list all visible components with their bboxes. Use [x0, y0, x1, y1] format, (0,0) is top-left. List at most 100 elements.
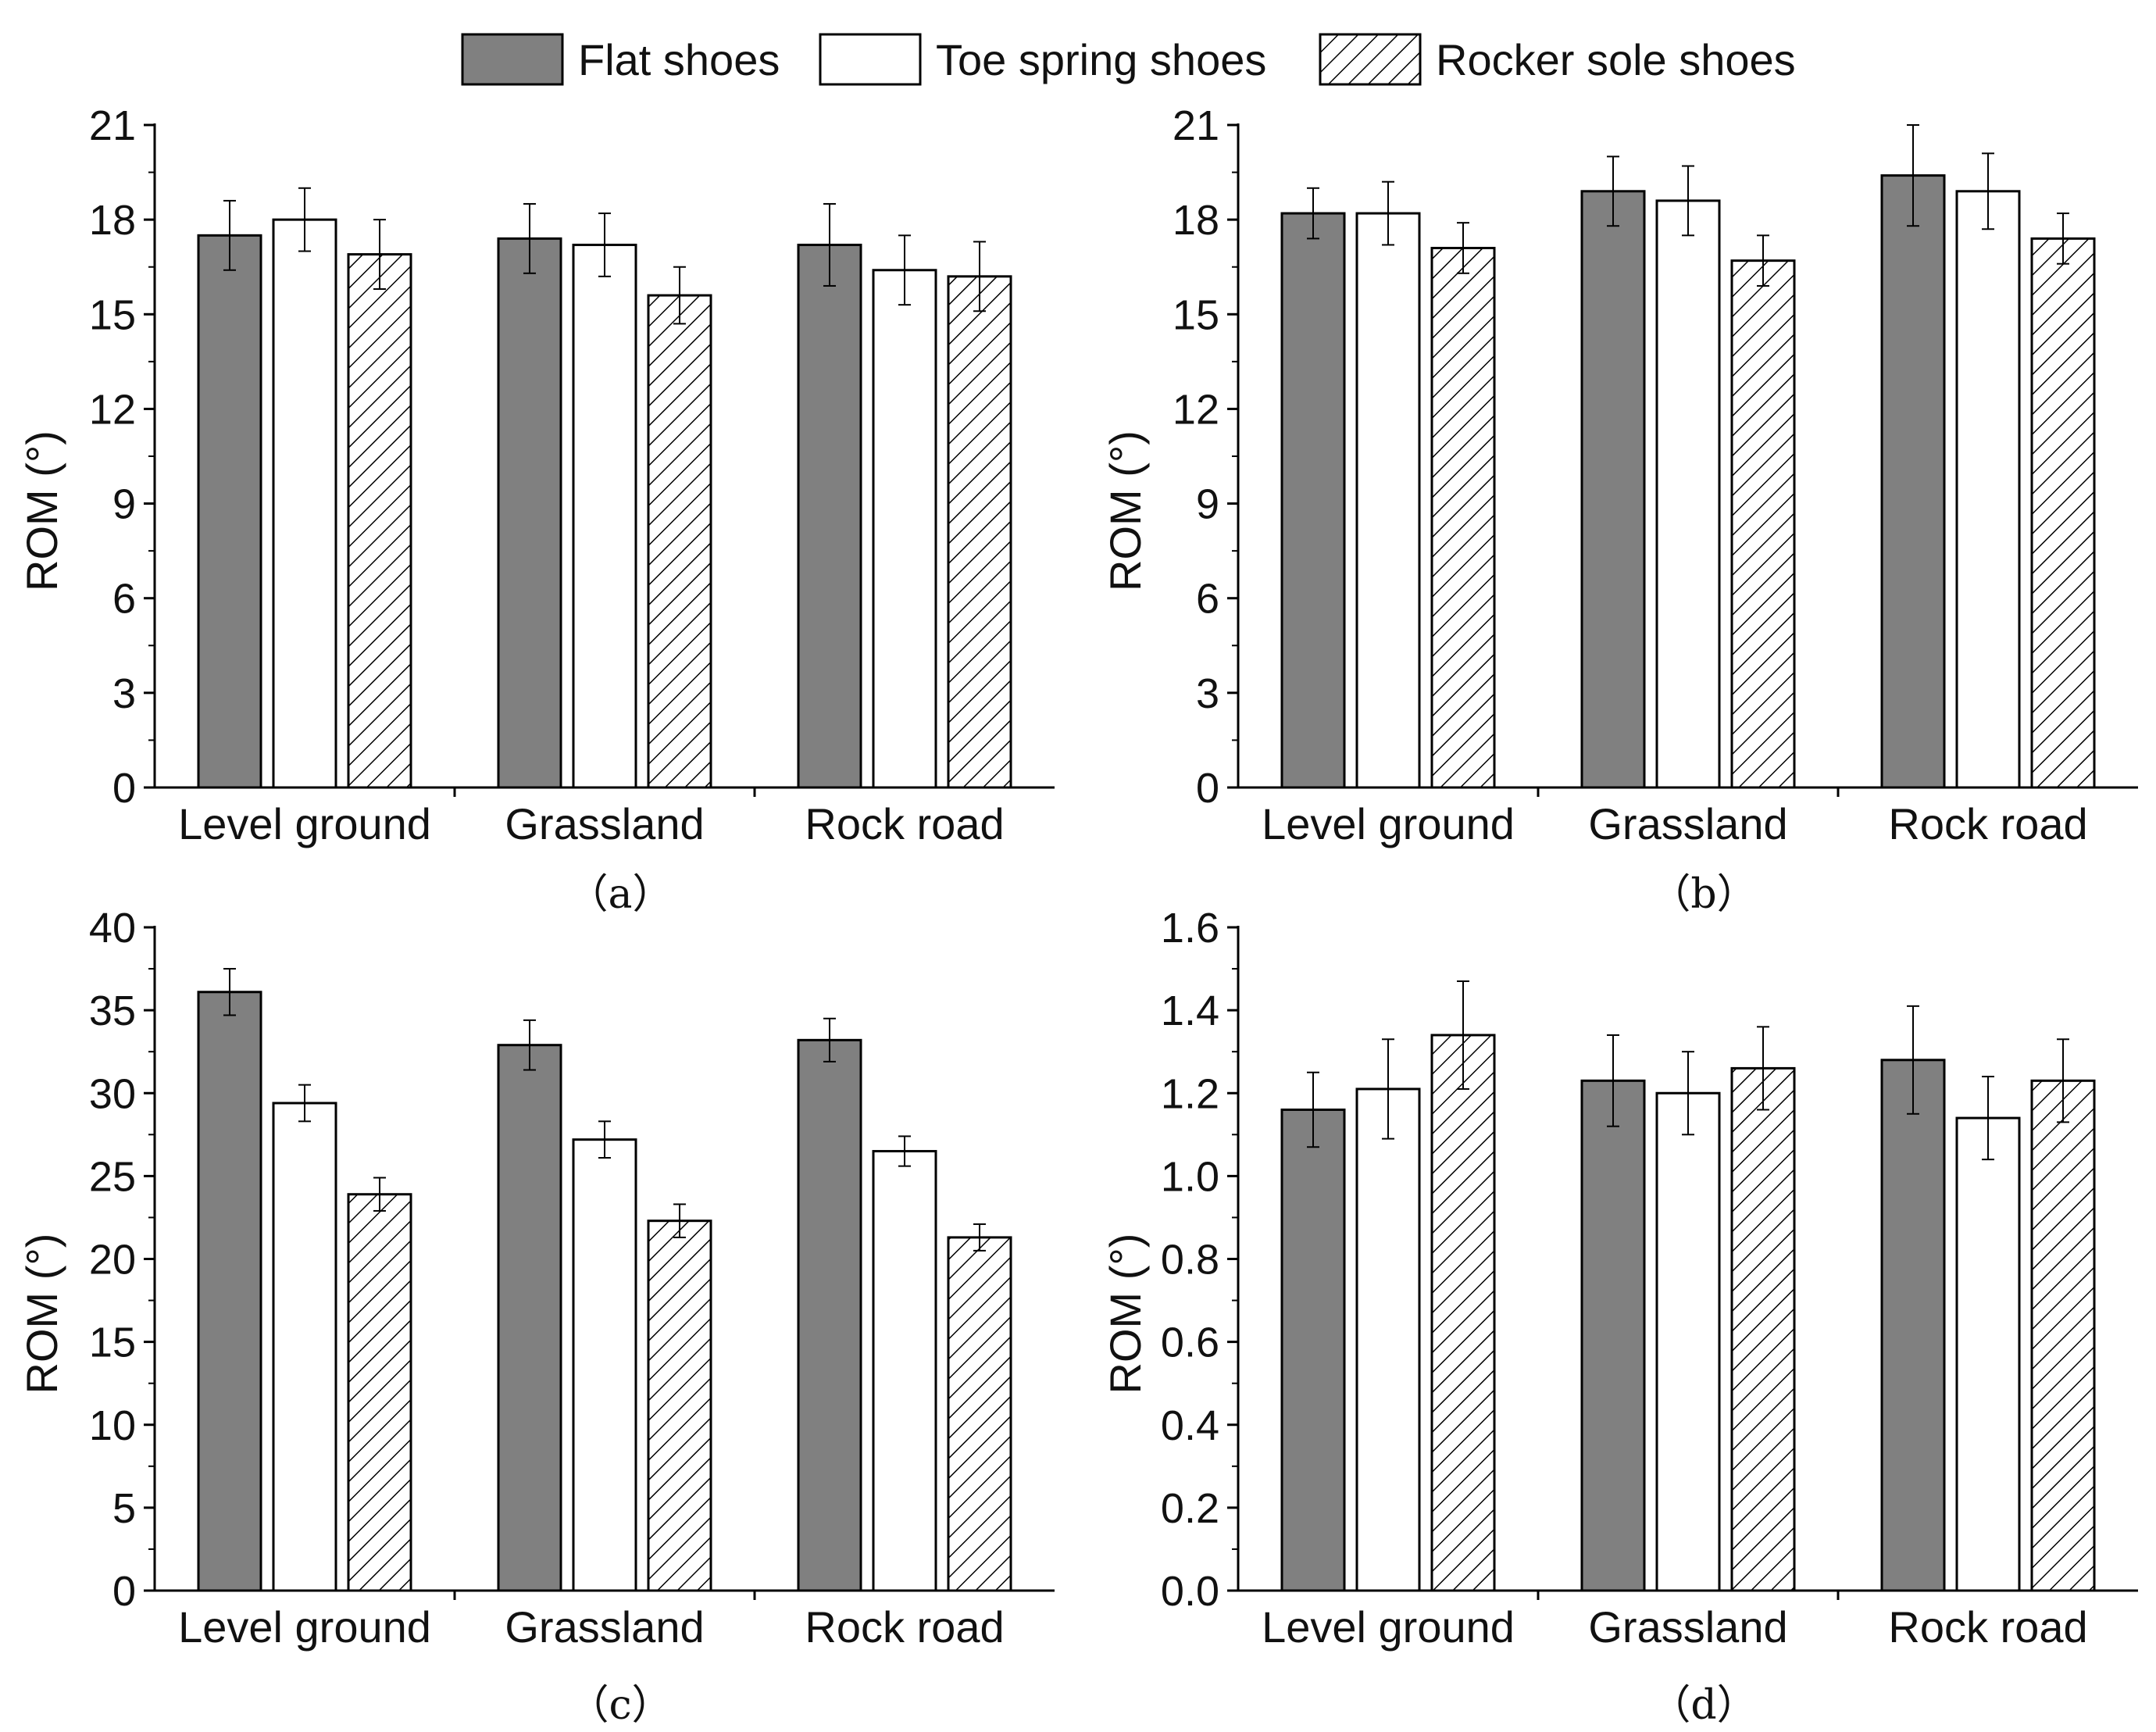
legend-swatch-flat [461, 33, 564, 86]
bar-rocker-sole-shoes-level-ground [347, 253, 412, 789]
y-tick-label: 12 [89, 386, 136, 433]
x-tick-label: Rock road [1888, 799, 2087, 848]
y-axis-title: ROM (°) [17, 430, 66, 591]
bar-toe-spring-shoes-rock-road [872, 269, 937, 789]
bar-toe-spring-shoes-grassland [572, 243, 637, 789]
x-tick-label: Level ground [178, 799, 431, 848]
bar-rocker-sole-shoes-grassland [647, 1220, 712, 1592]
legend-label-toe-spring: Toe spring shoes [936, 35, 1266, 84]
y-tick-label: 0.0 [1161, 1568, 1219, 1615]
y-tick-label: 15 [89, 1320, 136, 1366]
bar-toe-spring-shoes-grassland [1655, 199, 1721, 789]
x-tick-label: Rock road [805, 1602, 1004, 1652]
legend-swatch-rocker [1319, 33, 1422, 86]
legend: Flat shoes Toe spring shoes Rocker sole … [461, 33, 1796, 86]
y-tick-label: 9 [1196, 481, 1219, 528]
y-axis-title: ROM (°) [1101, 1234, 1150, 1395]
y-tick-label: 40 [89, 905, 136, 952]
y-tick-label: 9 [112, 481, 136, 528]
x-tick-label: Level ground [1262, 1602, 1515, 1652]
y-tick-label: 6 [1196, 576, 1219, 623]
bar-rocker-sole-shoes-rock-road [947, 1236, 1012, 1592]
y-tick-label: 30 [89, 1070, 136, 1117]
y-tick-label: 3 [112, 670, 136, 717]
y-tick-label: 18 [89, 197, 136, 244]
bar-flat-shoes-level-ground [197, 234, 262, 789]
bar-rocker-sole-shoes-grassland [1730, 259, 1796, 789]
y-tick-label: 0 [1196, 765, 1219, 812]
panel-caption: （c） [568, 1682, 672, 1729]
bar-toe-spring-shoes-level-ground [272, 218, 337, 789]
bar-flat-shoes-level-ground [1280, 212, 1346, 789]
y-tick-label: 1.2 [1161, 1070, 1219, 1117]
bar-flat-shoes-grassland [1580, 190, 1646, 789]
bar-flat-shoes-rock-road [1880, 1059, 1946, 1592]
legend-label-rocker: Rocker sole shoes [1436, 35, 1796, 84]
y-tick-label: 21 [89, 102, 136, 149]
panel-b: 0 3 6 9 12 15 18 21 ROM (°) Level ground Grassland… [1101, 102, 2138, 918]
y-tick-label: 25 [89, 1153, 136, 1200]
bar-rocker-sole-shoes-rock-road [2030, 237, 2096, 789]
x-tick-label: Grassland [505, 1602, 704, 1652]
x-tick-label: Grassland [505, 799, 704, 848]
bar-toe-spring-shoes-level-ground [1355, 1087, 1421, 1592]
bar-flat-shoes-rock-road [797, 1038, 862, 1592]
y-tick-label: 20 [89, 1237, 136, 1284]
bar-rocker-sole-shoes-rock-road [2030, 1079, 2096, 1592]
panel-a: 0 3 6 9 12 15 18 21 ROM (°) Level ground Grassland… [17, 102, 1055, 918]
bar-flat-shoes-rock-road [797, 243, 862, 789]
y-tick-label: 1.4 [1161, 987, 1219, 1034]
x-tick-label: Rock road [805, 799, 1004, 848]
y-axis-title: ROM (°) [17, 1234, 66, 1395]
bar-toe-spring-shoes-rock-road [1955, 190, 2021, 789]
bar-toe-spring-shoes-grassland [572, 1138, 637, 1592]
bar-rocker-sole-shoes-level-ground [1430, 246, 1496, 789]
y-tick-label: 1.0 [1161, 1153, 1219, 1200]
bar-flat-shoes-grassland [497, 237, 562, 789]
y-tick-label: 0.4 [1161, 1402, 1219, 1449]
y-tick-label: 15 [1173, 291, 1219, 338]
bar-toe-spring-shoes-rock-road [872, 1150, 937, 1592]
y-tick-label: 5 [112, 1485, 136, 1532]
bar-rocker-sole-shoes-rock-road [947, 275, 1012, 789]
y-tick-label: 10 [89, 1402, 136, 1449]
bar-toe-spring-shoes-rock-road [1955, 1116, 2021, 1592]
bar-flat-shoes-grassland [1580, 1079, 1646, 1592]
panel-caption: （a） [567, 871, 673, 918]
legend-label-flat: Flat shoes [578, 35, 780, 84]
x-tick-label: Level ground [1262, 799, 1515, 848]
y-tick-label: 15 [89, 291, 136, 338]
y-tick-label: 35 [89, 987, 136, 1034]
y-tick-label: 21 [1173, 102, 1219, 149]
bar-rocker-sole-shoes-level-ground [1430, 1034, 1496, 1592]
x-tick-label: Grassland [1588, 1602, 1787, 1652]
y-tick-label: 6 [112, 576, 136, 623]
bar-toe-spring-shoes-level-ground [272, 1102, 337, 1592]
bar-toe-spring-shoes-grassland [1655, 1091, 1721, 1592]
bar-flat-shoes-rock-road [1880, 174, 1946, 789]
bar-rocker-sole-shoes-grassland [1730, 1066, 1796, 1592]
y-tick-label: 1.6 [1161, 905, 1219, 952]
y-tick-label: 0.6 [1161, 1320, 1219, 1366]
y-axis-title: ROM (°) [1101, 430, 1150, 591]
y-tick-label: 12 [1173, 386, 1219, 433]
x-tick-label: Grassland [1588, 799, 1787, 848]
panel-caption: （d） [1650, 1682, 1757, 1729]
x-tick-label: Rock road [1888, 1602, 2087, 1652]
y-tick-label: 18 [1173, 197, 1219, 244]
y-tick-label: 3 [1196, 670, 1219, 717]
y-tick-label: 0.2 [1161, 1485, 1219, 1532]
x-tick-label: Level ground [178, 1602, 431, 1652]
bar-flat-shoes-level-ground [1280, 1108, 1346, 1592]
bar-rocker-sole-shoes-level-ground [347, 1193, 412, 1592]
bar-rocker-sole-shoes-grassland [647, 294, 712, 789]
panel-d: 0.0 0.2 0.4 0.6 0.8 1.0 1.2 1.4 1.6 ROM (°) Level … [1101, 905, 2138, 1729]
y-tick-label: 0 [112, 765, 136, 812]
panel-caption: （b） [1650, 871, 1757, 918]
y-tick-label: 0.8 [1161, 1237, 1219, 1284]
bar-toe-spring-shoes-level-ground [1355, 212, 1421, 789]
legend-swatch-toe-spring [819, 33, 922, 86]
bar-flat-shoes-grassland [497, 1044, 562, 1592]
panel-c: 0 5 10 15 20 25 30 35 40 ROM (°) Level ground Grass… [17, 905, 1055, 1729]
